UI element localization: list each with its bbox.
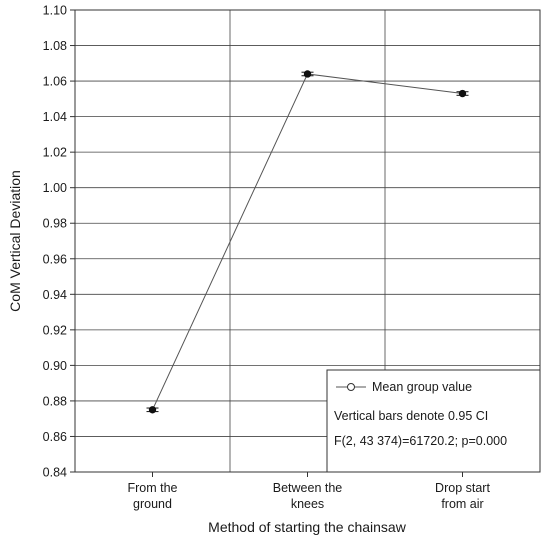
data-point xyxy=(303,70,312,78)
y-tick-label: 0.88 xyxy=(43,394,67,408)
data-point xyxy=(148,406,157,414)
y-tick-label: 0.94 xyxy=(43,288,67,302)
series-mean-group-value xyxy=(146,70,469,414)
x-tick-label: From the xyxy=(127,481,177,495)
y-axis-title: CoM Vertical Deviation xyxy=(7,170,23,312)
y-tick-label: 0.96 xyxy=(43,252,67,266)
x-tick-label: Between the xyxy=(273,481,343,495)
y-tick-label: 1.04 xyxy=(43,110,67,124)
x-axis-title: Method of starting the chainsaw xyxy=(208,519,407,535)
y-tick-label: 1.06 xyxy=(43,75,67,89)
y-tick-label: 0.92 xyxy=(43,323,67,337)
legend-series-label: Mean group value xyxy=(372,380,472,394)
y-tick-label: 1.08 xyxy=(43,39,67,53)
y-tick-label: 0.84 xyxy=(43,466,67,480)
x-tick-label: knees xyxy=(291,497,324,511)
data-point xyxy=(458,89,467,98)
legend: Mean group value Vertical bars denote 0.… xyxy=(326,369,541,473)
y-tick-label: 0.98 xyxy=(43,217,67,231)
legend-marker-icon xyxy=(347,383,355,391)
legend-note: Vertical bars denote 0.95 CI xyxy=(334,409,488,423)
y-tick-label: 0.90 xyxy=(43,359,67,373)
y-tick-label: 1.00 xyxy=(43,181,67,195)
y-tick-label: 1.02 xyxy=(43,146,67,160)
y-tick-label: 0.86 xyxy=(43,430,67,444)
legend-stat: F(2, 43 374)=61720.2; p=0.000 xyxy=(334,434,507,448)
x-tick-label: Drop start xyxy=(435,481,490,495)
x-tick-label: ground xyxy=(133,497,172,511)
y-tick-label: 1.10 xyxy=(43,4,67,18)
x-tick-label: from air xyxy=(441,497,483,511)
y-axis-ticks: 0.84 0.86 0.88 0.90 0.92 0.94 0.96 0.98 1.00 1.02… xyxy=(43,4,75,480)
x-axis-ticks: From the ground Between the knees Drop start… xyxy=(127,472,490,511)
